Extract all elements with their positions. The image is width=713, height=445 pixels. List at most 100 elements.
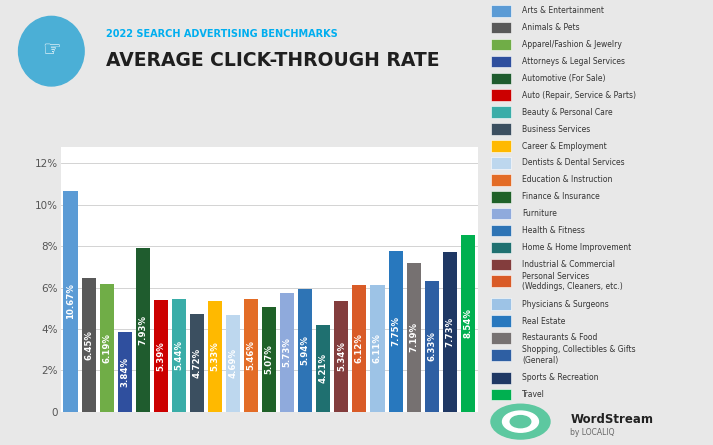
Text: 5.39%: 5.39% — [156, 341, 165, 371]
Text: 8.54%: 8.54% — [463, 308, 472, 338]
FancyBboxPatch shape — [491, 22, 511, 33]
Text: 7.93%: 7.93% — [138, 315, 148, 344]
Text: 4.69%: 4.69% — [229, 348, 237, 378]
Text: Physicians & Surgeons: Physicians & Surgeons — [522, 299, 609, 309]
FancyBboxPatch shape — [491, 89, 511, 101]
FancyBboxPatch shape — [491, 73, 511, 84]
Text: Finance & Insurance: Finance & Insurance — [522, 192, 600, 201]
Bar — [461, 235, 475, 412]
Circle shape — [503, 411, 538, 432]
Text: 2022 SEARCH ADVERTISING BENCHMARKS: 2022 SEARCH ADVERTISING BENCHMARKS — [106, 29, 337, 39]
Text: Travel: Travel — [522, 390, 545, 399]
Text: Career & Employment: Career & Employment — [522, 142, 607, 150]
Text: Automotive (For Sale): Automotive (For Sale) — [522, 74, 605, 83]
FancyBboxPatch shape — [491, 242, 511, 253]
FancyBboxPatch shape — [491, 349, 511, 361]
FancyBboxPatch shape — [491, 298, 511, 310]
Circle shape — [511, 416, 530, 428]
Text: Dentists & Dental Services: Dentists & Dental Services — [522, 158, 625, 167]
Text: 6.12%: 6.12% — [355, 333, 364, 363]
Bar — [244, 299, 258, 412]
Bar — [443, 252, 457, 412]
Text: Restaurants & Food: Restaurants & Food — [522, 333, 597, 343]
Text: WordStream: WordStream — [570, 413, 653, 426]
Bar — [154, 300, 168, 412]
Bar — [118, 332, 132, 412]
Text: Arts & Entertainment: Arts & Entertainment — [522, 6, 604, 15]
Text: 7.73%: 7.73% — [445, 316, 454, 347]
Bar — [406, 263, 421, 412]
FancyBboxPatch shape — [491, 56, 511, 67]
Text: 6.19%: 6.19% — [102, 333, 111, 363]
Circle shape — [491, 404, 550, 439]
Text: Sports & Recreation: Sports & Recreation — [522, 373, 599, 382]
Text: Shopping, Collectibles & Gifts
(General): Shopping, Collectibles & Gifts (General) — [522, 345, 636, 364]
Text: 5.46%: 5.46% — [247, 340, 255, 370]
FancyBboxPatch shape — [491, 275, 511, 287]
Text: 6.45%: 6.45% — [84, 330, 93, 360]
Text: 5.44%: 5.44% — [175, 340, 183, 370]
Text: AVERAGE CLICK-THROUGH RATE: AVERAGE CLICK-THROUGH RATE — [106, 51, 439, 70]
FancyBboxPatch shape — [491, 5, 511, 16]
FancyBboxPatch shape — [491, 389, 511, 400]
Text: Business Services: Business Services — [522, 125, 590, 134]
Text: 4.72%: 4.72% — [193, 348, 202, 378]
FancyBboxPatch shape — [491, 157, 511, 169]
Text: 5.33%: 5.33% — [210, 342, 220, 372]
Text: 7.19%: 7.19% — [409, 322, 418, 352]
FancyBboxPatch shape — [491, 191, 511, 202]
Text: Personal Services
(Weddings, Cleaners, etc.): Personal Services (Weddings, Cleaners, e… — [522, 271, 623, 291]
Text: Apparel/Fashion & Jewelry: Apparel/Fashion & Jewelry — [522, 40, 622, 49]
Bar — [262, 307, 276, 412]
Bar — [208, 301, 222, 412]
Text: Education & Instruction: Education & Instruction — [522, 175, 612, 184]
Text: 6.11%: 6.11% — [373, 333, 382, 364]
Bar — [425, 281, 438, 412]
Text: by LOCALIQ: by LOCALIQ — [570, 428, 615, 437]
Bar — [280, 293, 294, 412]
Text: Industrial & Commercial: Industrial & Commercial — [522, 260, 615, 269]
Bar — [298, 289, 312, 412]
Bar — [135, 247, 150, 412]
Text: 6.33%: 6.33% — [427, 331, 436, 361]
Circle shape — [19, 16, 84, 86]
FancyBboxPatch shape — [491, 259, 511, 270]
Bar — [63, 191, 78, 412]
Bar — [334, 301, 349, 412]
Bar — [352, 285, 366, 412]
Bar — [317, 324, 330, 412]
FancyBboxPatch shape — [491, 315, 511, 327]
FancyBboxPatch shape — [491, 39, 511, 50]
Text: 7.75%: 7.75% — [391, 316, 400, 347]
Bar — [226, 315, 240, 412]
FancyBboxPatch shape — [491, 140, 511, 152]
Text: Auto (Repair, Service & Parts): Auto (Repair, Service & Parts) — [522, 91, 636, 100]
Text: 5.34%: 5.34% — [337, 341, 346, 371]
FancyBboxPatch shape — [491, 332, 511, 344]
Text: Beauty & Personal Care: Beauty & Personal Care — [522, 108, 612, 117]
Text: Attorneys & Legal Services: Attorneys & Legal Services — [522, 57, 625, 66]
Bar — [190, 314, 204, 412]
FancyBboxPatch shape — [491, 123, 511, 135]
Bar — [389, 251, 403, 412]
Text: 5.94%: 5.94% — [301, 335, 309, 365]
Text: 10.67%: 10.67% — [66, 283, 75, 319]
Text: 5.07%: 5.07% — [265, 344, 274, 374]
FancyBboxPatch shape — [491, 225, 511, 236]
FancyBboxPatch shape — [491, 208, 511, 219]
Text: Furniture: Furniture — [522, 209, 557, 218]
Text: Home & Home Improvement: Home & Home Improvement — [522, 243, 632, 252]
FancyBboxPatch shape — [491, 174, 511, 186]
Text: 4.21%: 4.21% — [319, 353, 328, 383]
Text: 5.73%: 5.73% — [283, 337, 292, 367]
Text: Health & Fitness: Health & Fitness — [522, 226, 585, 235]
FancyBboxPatch shape — [491, 106, 511, 118]
Bar — [100, 283, 113, 412]
Bar — [172, 299, 186, 412]
Text: Animals & Pets: Animals & Pets — [522, 23, 580, 32]
Bar — [81, 278, 96, 412]
Text: Real Estate: Real Estate — [522, 316, 565, 326]
Text: ☞: ☞ — [42, 40, 61, 60]
Bar — [371, 285, 384, 412]
Text: 3.84%: 3.84% — [120, 357, 129, 387]
